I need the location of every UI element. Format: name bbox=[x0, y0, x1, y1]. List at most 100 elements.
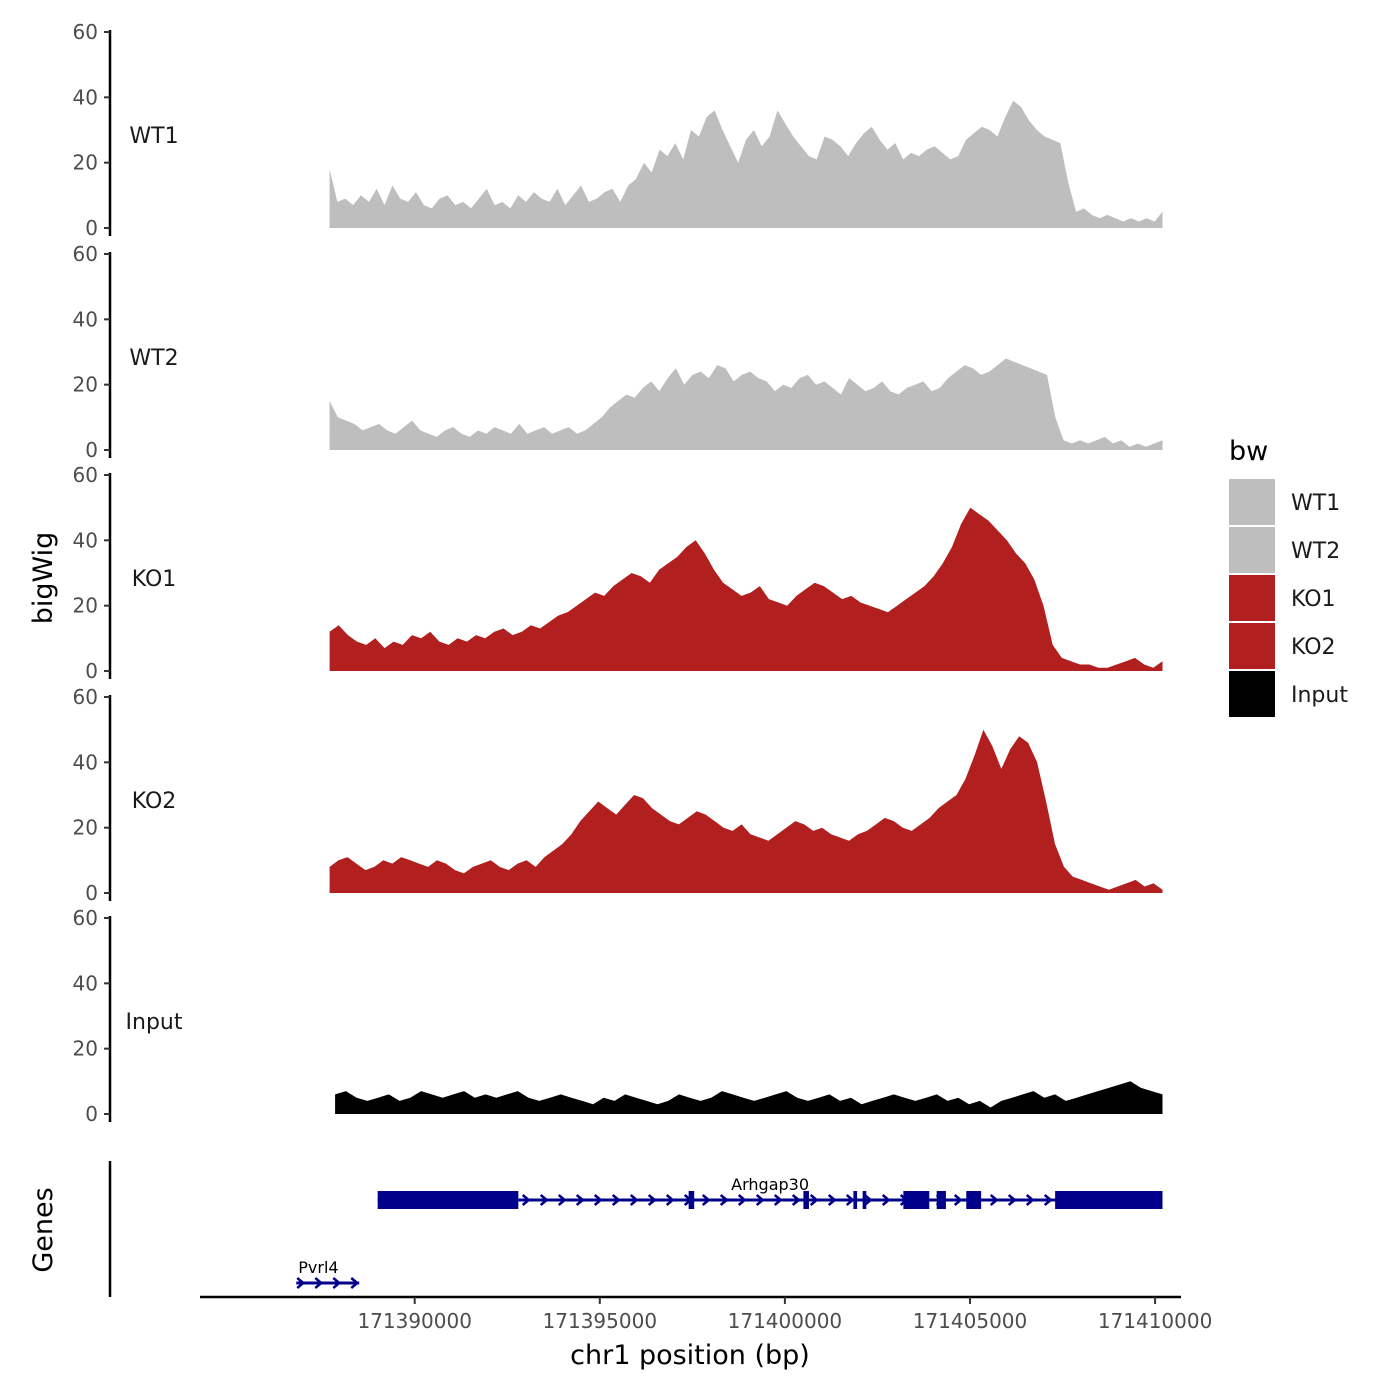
legend: bw WT1 WT2 KO1 KO2 Input bbox=[1229, 436, 1348, 717]
signal-area-ko2 bbox=[329, 729, 1163, 893]
strand-chevron bbox=[755, 1194, 765, 1206]
y-axis-title: bigWig bbox=[28, 532, 59, 625]
genes-axis-title: Genes bbox=[28, 1187, 59, 1272]
legend-key-wt1 bbox=[1229, 479, 1275, 525]
strand-chevron bbox=[953, 1194, 963, 1206]
exon bbox=[1055, 1191, 1163, 1209]
x-tick-label: 171390000 bbox=[357, 1309, 472, 1333]
genes-panel: Arhgap30 Pvrl4 bbox=[108, 1161, 1163, 1297]
exon bbox=[803, 1191, 809, 1209]
legend-label: KO2 bbox=[1291, 635, 1336, 660]
track-wt2: 0 20 40 60 WT2 bbox=[73, 242, 1163, 462]
legend-key-wt2 bbox=[1229, 527, 1275, 573]
y-tick-label: 60 bbox=[73, 906, 98, 930]
signal-area-input bbox=[335, 1081, 1163, 1114]
y-tick-label: 60 bbox=[73, 20, 98, 44]
strand-chevron bbox=[575, 1194, 585, 1206]
strand-chevron bbox=[845, 1194, 855, 1206]
strand-chevron bbox=[593, 1194, 603, 1206]
gene-pvrl4: Pvrl4 bbox=[296, 1258, 360, 1289]
signal-area-ko1 bbox=[329, 507, 1163, 671]
legend-key-ko2 bbox=[1229, 623, 1275, 669]
legend-label: WT1 bbox=[1291, 491, 1340, 516]
strand-chevron bbox=[701, 1194, 711, 1206]
x-tick-label: 171400000 bbox=[728, 1309, 843, 1333]
track-label: WT1 bbox=[129, 124, 178, 149]
track-input: 0 20 40 60 Input bbox=[73, 906, 1163, 1126]
x-axis-title: chr1 position (bp) bbox=[570, 1340, 810, 1371]
strand-chevron bbox=[1007, 1194, 1017, 1206]
track-label: Input bbox=[126, 1010, 183, 1035]
legend-key-ko1 bbox=[1229, 575, 1275, 621]
strand-chevron bbox=[881, 1194, 891, 1206]
exon bbox=[853, 1191, 858, 1209]
strand-chevron bbox=[629, 1194, 639, 1206]
track-label: KO1 bbox=[132, 567, 177, 592]
strand-chevron bbox=[350, 1277, 360, 1289]
legend-key-input bbox=[1229, 671, 1275, 717]
strand-chevron bbox=[791, 1194, 801, 1206]
strand-chevron bbox=[557, 1194, 567, 1206]
y-tick-label: 0 bbox=[85, 438, 98, 462]
gene-arhgap30: Arhgap30 bbox=[377, 1175, 1163, 1209]
track-ko2: 0 20 40 60 KO2 bbox=[73, 685, 1163, 905]
y-tick-label: 40 bbox=[73, 750, 98, 774]
y-tick-label: 60 bbox=[73, 685, 98, 709]
strand-chevron bbox=[611, 1194, 621, 1206]
y-tick-label: 20 bbox=[73, 594, 98, 618]
y-tick-label: 20 bbox=[73, 373, 98, 397]
x-tick-label: 171405000 bbox=[913, 1309, 1028, 1333]
strand-chevron bbox=[665, 1194, 675, 1206]
x-tick-label: 171395000 bbox=[543, 1309, 658, 1333]
strand-chevron bbox=[1025, 1194, 1035, 1206]
signal-tracks: 0 20 40 60 WT1 0 20 40 60 WT2 0 20 40 60 KO1 0 20 40 60 KO2… bbox=[73, 20, 1163, 1126]
strand-chevron bbox=[737, 1194, 747, 1206]
strand-chevron bbox=[863, 1194, 873, 1206]
track-ko1: 0 20 40 60 KO1 bbox=[73, 463, 1163, 683]
exon bbox=[377, 1191, 519, 1209]
y-tick-label: 0 bbox=[85, 216, 98, 240]
x-tick-label: 171410000 bbox=[1098, 1309, 1213, 1333]
strand-chevron bbox=[521, 1194, 531, 1206]
strand-chevron bbox=[296, 1277, 306, 1289]
legend-label: Input bbox=[1291, 683, 1348, 708]
exon bbox=[688, 1191, 695, 1209]
signal-area-wt2 bbox=[329, 358, 1163, 450]
gene-label: Arhgap30 bbox=[731, 1175, 809, 1194]
y-tick-label: 0 bbox=[85, 1102, 98, 1126]
signal-area-wt1 bbox=[329, 100, 1163, 228]
track-label: WT2 bbox=[129, 346, 178, 371]
strand-chevron bbox=[989, 1194, 999, 1206]
y-tick-label: 20 bbox=[73, 151, 98, 175]
legend-label: KO1 bbox=[1291, 587, 1336, 612]
y-tick-label: 20 bbox=[73, 1037, 98, 1061]
exon bbox=[862, 1191, 867, 1209]
strand-chevron bbox=[647, 1194, 657, 1206]
legend-label: WT2 bbox=[1291, 539, 1340, 564]
y-tick-label: 40 bbox=[73, 971, 98, 995]
track-wt1: 0 20 40 60 WT1 bbox=[73, 20, 1163, 240]
y-tick-label: 40 bbox=[73, 528, 98, 552]
track-label: KO2 bbox=[132, 789, 177, 814]
exon bbox=[966, 1191, 982, 1209]
y-tick-label: 60 bbox=[73, 463, 98, 487]
strand-chevron bbox=[314, 1277, 324, 1289]
y-tick-label: 20 bbox=[73, 816, 98, 840]
strand-chevron bbox=[827, 1194, 837, 1206]
y-tick-label: 40 bbox=[73, 307, 98, 331]
gene-label: Pvrl4 bbox=[298, 1258, 338, 1277]
strand-chevron bbox=[773, 1194, 783, 1206]
strand-chevron bbox=[539, 1194, 549, 1206]
legend-title: bw bbox=[1229, 436, 1268, 467]
y-tick-label: 0 bbox=[85, 659, 98, 683]
exon bbox=[903, 1191, 930, 1209]
strand-chevron bbox=[1043, 1194, 1053, 1206]
exon bbox=[936, 1191, 946, 1209]
y-tick-label: 40 bbox=[73, 85, 98, 109]
y-tick-label: 60 bbox=[73, 242, 98, 266]
y-tick-label: 0 bbox=[85, 881, 98, 905]
x-axis: 171390000 171395000 171400000 171405000 1714… bbox=[200, 1295, 1213, 1333]
strand-chevron bbox=[809, 1194, 819, 1206]
strand-chevron bbox=[719, 1194, 729, 1206]
